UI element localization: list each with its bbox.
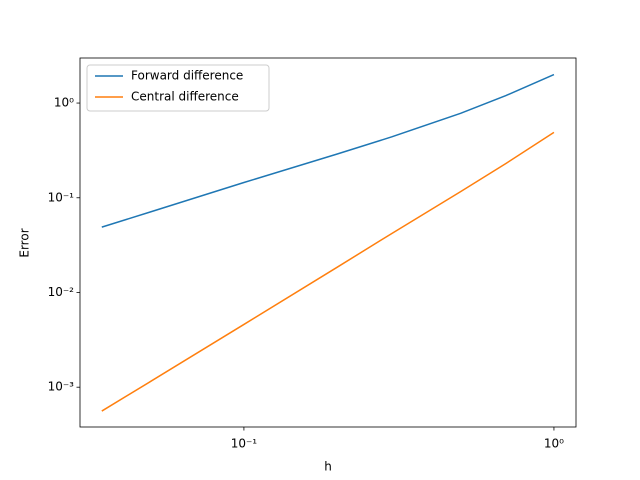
y-tick-label: 10⁰ [54,96,74,110]
legend-label: Forward difference [131,69,243,83]
x-tick-label: 10⁰ [544,437,564,451]
y-tick-label: 10⁻² [48,285,75,299]
x-tick-label: 10⁻¹ [231,437,258,451]
y-axis-label: Error [18,228,32,257]
legend-box [86,64,270,112]
y-tick-label: 10⁻¹ [48,190,75,204]
y-tick-label: 10⁻³ [48,380,75,394]
line-series [101,73,555,228]
x-axis-label: h [324,460,332,474]
legend-label: Central difference [131,90,239,104]
plot-frame [79,57,577,428]
line-series [101,131,555,412]
